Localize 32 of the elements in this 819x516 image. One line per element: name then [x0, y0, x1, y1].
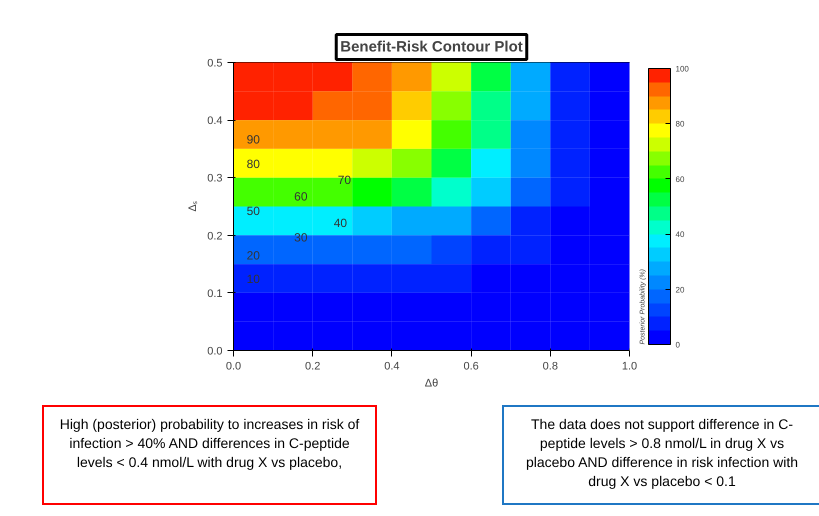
y-axis-title: Δₛ — [187, 200, 200, 212]
x-tick-label: 0.8 — [542, 360, 558, 372]
color-bar-label: 40 — [676, 230, 685, 240]
y-tick-label: 0.2 — [207, 230, 223, 242]
color-bar-label: 80 — [676, 120, 685, 129]
x-tick-label: 0.2 — [305, 360, 320, 372]
text: High (posterior) probability to increases in risk of infection > 40% AND differences in C-peptide levels < 0.4 nmol/L with drug X vs placebo, — [58, 415, 360, 472]
y-tick-label: 0.0 — [207, 346, 223, 358]
annotation: 60 — [294, 190, 308, 204]
annotation: 90 — [246, 132, 260, 147]
chart-title: Benefit-Risk Contour Plot — [340, 38, 523, 56]
annotation: 30 — [294, 230, 308, 245]
x-tick-label: 0.4 — [384, 360, 400, 372]
x-tick-label: 1.0 — [622, 360, 638, 372]
y-tick-label: 0.3 — [207, 172, 223, 185]
x-axis-title: Δθ — [424, 378, 438, 390]
x-tick-label: 0.6 — [463, 360, 479, 372]
annotation: 40 — [334, 216, 348, 230]
annotation: 10 — [246, 272, 260, 286]
text: The data does not support difference in C-peptide levels > 0.8 nmol/L in drug X vs placebo AND difference in risk infection with drug X vs placebo < 0.1 — [524, 415, 800, 491]
color-bar-label: 60 — [676, 174, 685, 184]
annotation: 50 — [246, 204, 260, 218]
color-bar-label: 0 — [676, 340, 680, 350]
x-tick-label: 0.0 — [226, 360, 242, 372]
color-bar-label: 20 — [676, 285, 685, 294]
annotation: 80 — [246, 156, 260, 171]
y-tick-label: 0.4 — [207, 115, 223, 128]
color-bar-label: 100 — [676, 64, 690, 74]
y-tick-label: 0.5 — [207, 58, 223, 70]
annotation: 20 — [246, 248, 260, 262]
y-tick-label: 0.1 — [207, 288, 223, 300]
annotation: 70 — [338, 172, 352, 187]
